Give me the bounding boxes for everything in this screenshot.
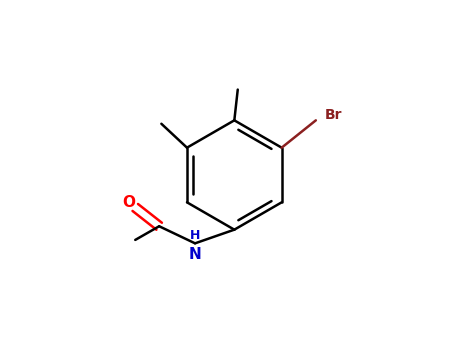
Text: H: H (190, 229, 200, 241)
Text: O: O (122, 195, 136, 210)
Text: Br: Br (324, 108, 342, 122)
Text: N: N (189, 247, 202, 262)
